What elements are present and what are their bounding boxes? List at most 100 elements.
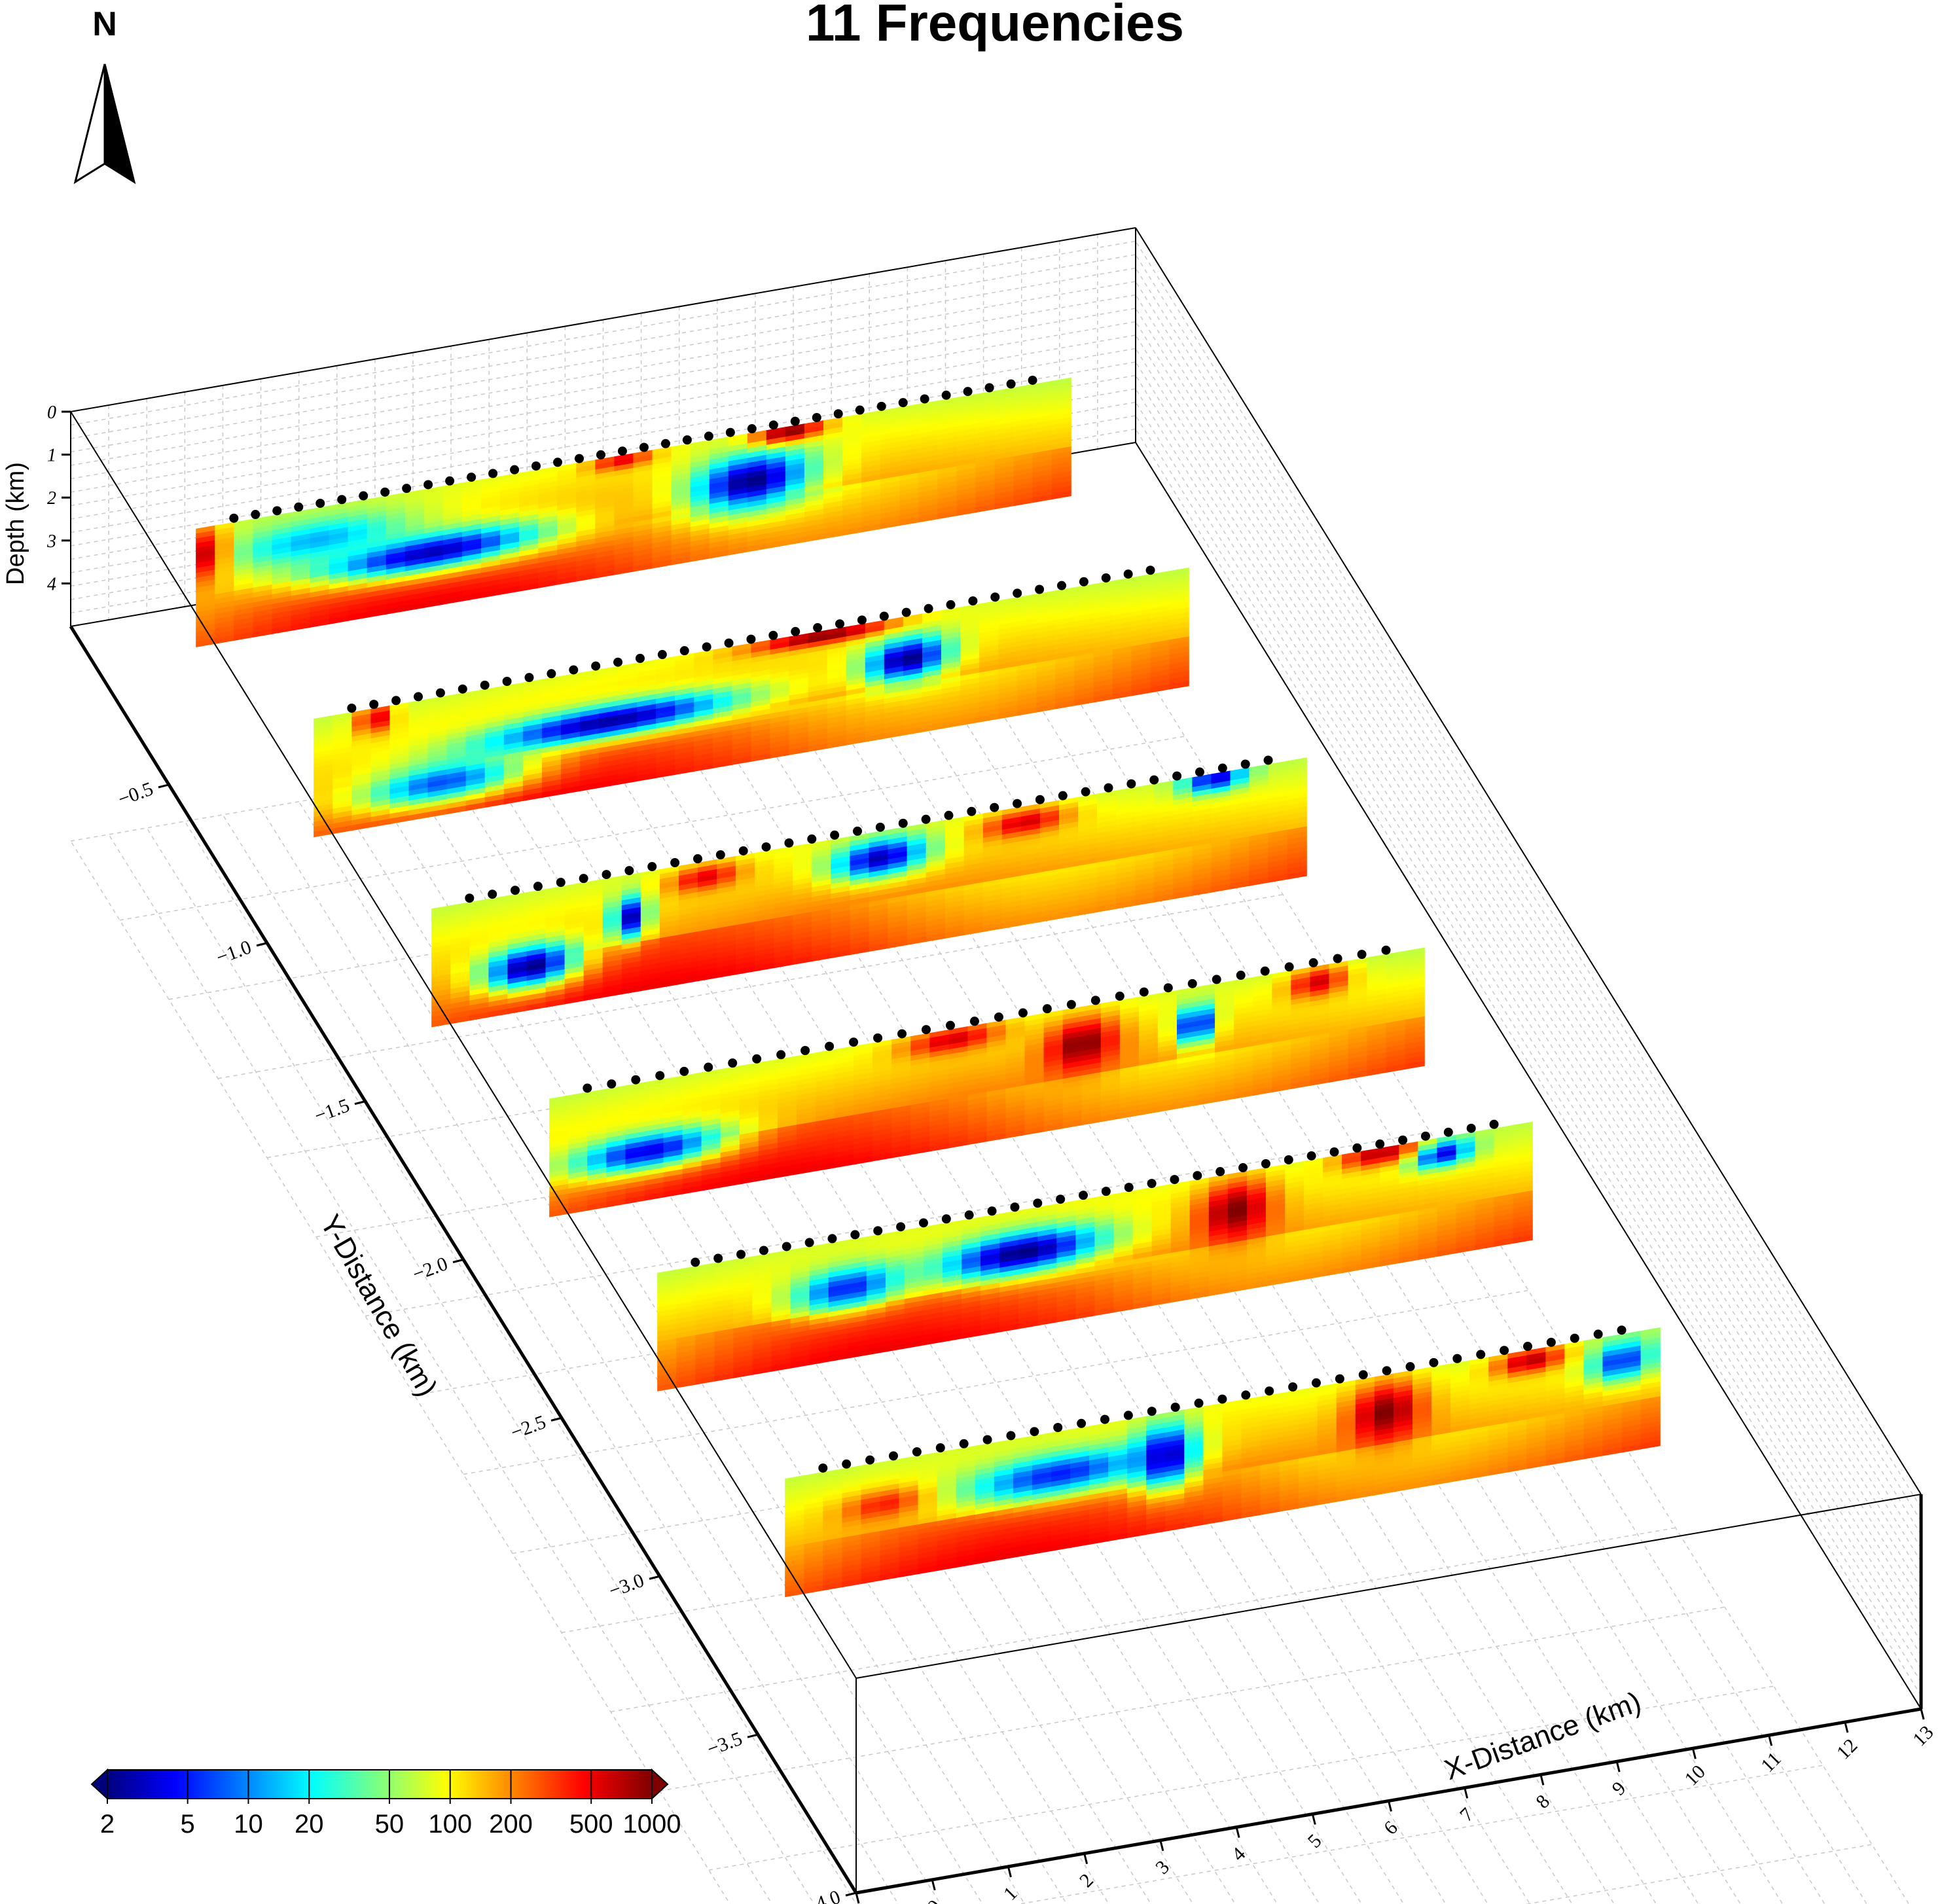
resistivity-cell xyxy=(713,754,733,764)
resistivity-cell xyxy=(580,782,600,791)
resistivity-cell xyxy=(659,954,680,963)
resistivity-cell xyxy=(488,929,509,939)
resistivity-cell xyxy=(431,910,452,920)
resistivity-cell xyxy=(1112,617,1132,626)
resistivity-cell xyxy=(899,413,920,423)
resistivity-cell xyxy=(926,839,946,849)
resistivity-cell xyxy=(469,928,490,937)
resistivity-cell xyxy=(671,526,691,536)
resistivity-cell xyxy=(488,959,509,969)
resistivity-cell xyxy=(728,541,748,550)
station-marker xyxy=(1079,577,1088,586)
resistivity-cell xyxy=(808,708,828,718)
resistivity-cell xyxy=(1169,567,1189,577)
resistivity-cell xyxy=(1135,872,1155,882)
resistivity-cell xyxy=(500,492,520,501)
resistivity-cell xyxy=(621,891,641,901)
resistivity-cell xyxy=(994,416,1015,426)
resistivity-cell xyxy=(918,454,939,464)
resistivity-cell xyxy=(903,672,924,681)
resistivity-cell xyxy=(637,689,657,698)
resistivity-cell xyxy=(937,422,958,431)
resistivity-cell xyxy=(595,510,615,520)
resistivity-cell xyxy=(842,418,863,427)
resistivity-cell xyxy=(671,536,691,546)
resistivity-cell xyxy=(583,933,603,943)
resistivity-cell xyxy=(1039,874,1060,883)
resistivity-cell xyxy=(766,500,786,510)
resistivity-cell xyxy=(333,736,353,745)
resistivity-cell xyxy=(484,685,505,695)
resistivity-cell xyxy=(869,893,889,903)
resistivity-cell xyxy=(519,494,539,503)
resistivity-cell xyxy=(713,744,733,754)
resistivity-cell xyxy=(1135,793,1155,802)
resistivity-cell xyxy=(717,895,737,905)
resistivity-cell xyxy=(793,852,813,862)
resistivity-cell xyxy=(755,854,775,863)
resistivity-cell xyxy=(755,859,775,869)
resistivity-cell xyxy=(812,913,832,922)
resistivity-cell xyxy=(884,691,904,700)
resistivity-cell xyxy=(522,747,543,757)
resistivity-cell xyxy=(1055,636,1075,645)
resistivity-cell xyxy=(580,704,600,713)
resistivity-cell xyxy=(793,911,813,921)
resistivity-cell xyxy=(196,623,216,633)
resistivity-cell xyxy=(842,487,863,497)
resistivity-cell xyxy=(690,503,710,513)
resistivity-cell xyxy=(333,781,353,790)
resistivity-cell xyxy=(652,490,672,500)
resistivity-cell xyxy=(732,687,752,696)
resistivity-cell xyxy=(747,489,767,498)
resistivity-cell xyxy=(694,713,714,723)
resistivity-cell xyxy=(640,918,660,927)
resistivity-cell xyxy=(351,821,372,831)
resistivity-cell xyxy=(846,667,866,677)
resistivity-cell xyxy=(351,817,372,826)
resistivity-cell xyxy=(1013,492,1034,501)
resistivity-cell xyxy=(869,829,889,839)
resistivity-cell xyxy=(557,497,577,507)
resistivity-cell xyxy=(1093,679,1113,688)
resistivity-cell xyxy=(1013,473,1034,482)
resistivity-cell xyxy=(564,916,584,926)
resistivity-cell xyxy=(1112,690,1132,700)
resistivity-cell xyxy=(793,926,813,935)
resistivity-cell xyxy=(1116,802,1136,811)
station-marker xyxy=(617,446,627,456)
resistivity-cell xyxy=(1032,464,1052,474)
resistivity-cell xyxy=(386,547,406,556)
resistivity-cell xyxy=(519,533,539,543)
resistivity-cell xyxy=(678,965,699,975)
resistivity-cell xyxy=(975,474,996,484)
resistivity-cell xyxy=(675,697,695,706)
resistivity-cell xyxy=(310,564,330,574)
resistivity-cell xyxy=(823,490,844,500)
resistivity-cell xyxy=(637,763,657,772)
resistivity-cell xyxy=(446,746,467,755)
resistivity-cell xyxy=(994,431,1015,440)
resistivity-cell xyxy=(793,956,813,965)
resistivity-cell xyxy=(431,925,452,934)
resistivity-cell xyxy=(329,522,349,531)
resistivity-cell xyxy=(975,420,996,429)
resistivity-cell xyxy=(1131,677,1151,687)
resistivity-cell xyxy=(599,749,619,759)
resistivity-cell xyxy=(994,402,1015,411)
resistivity-cell xyxy=(538,476,558,485)
station-marker xyxy=(531,461,541,471)
resistivity-cell xyxy=(956,443,977,452)
resistivity-cell xyxy=(656,715,676,725)
resistivity-cell xyxy=(427,808,448,818)
resistivity-cell xyxy=(747,430,767,439)
resistivity-cell xyxy=(713,730,733,739)
resistivity-cell xyxy=(880,500,901,510)
resistivity-cell xyxy=(941,646,962,655)
resistivity-cell xyxy=(698,962,718,972)
resistivity-cell xyxy=(560,687,581,696)
resistivity-cell xyxy=(545,944,566,954)
resistivity-cell xyxy=(196,628,216,638)
resistivity-cell xyxy=(941,691,962,700)
resistivity-cell xyxy=(519,509,539,518)
